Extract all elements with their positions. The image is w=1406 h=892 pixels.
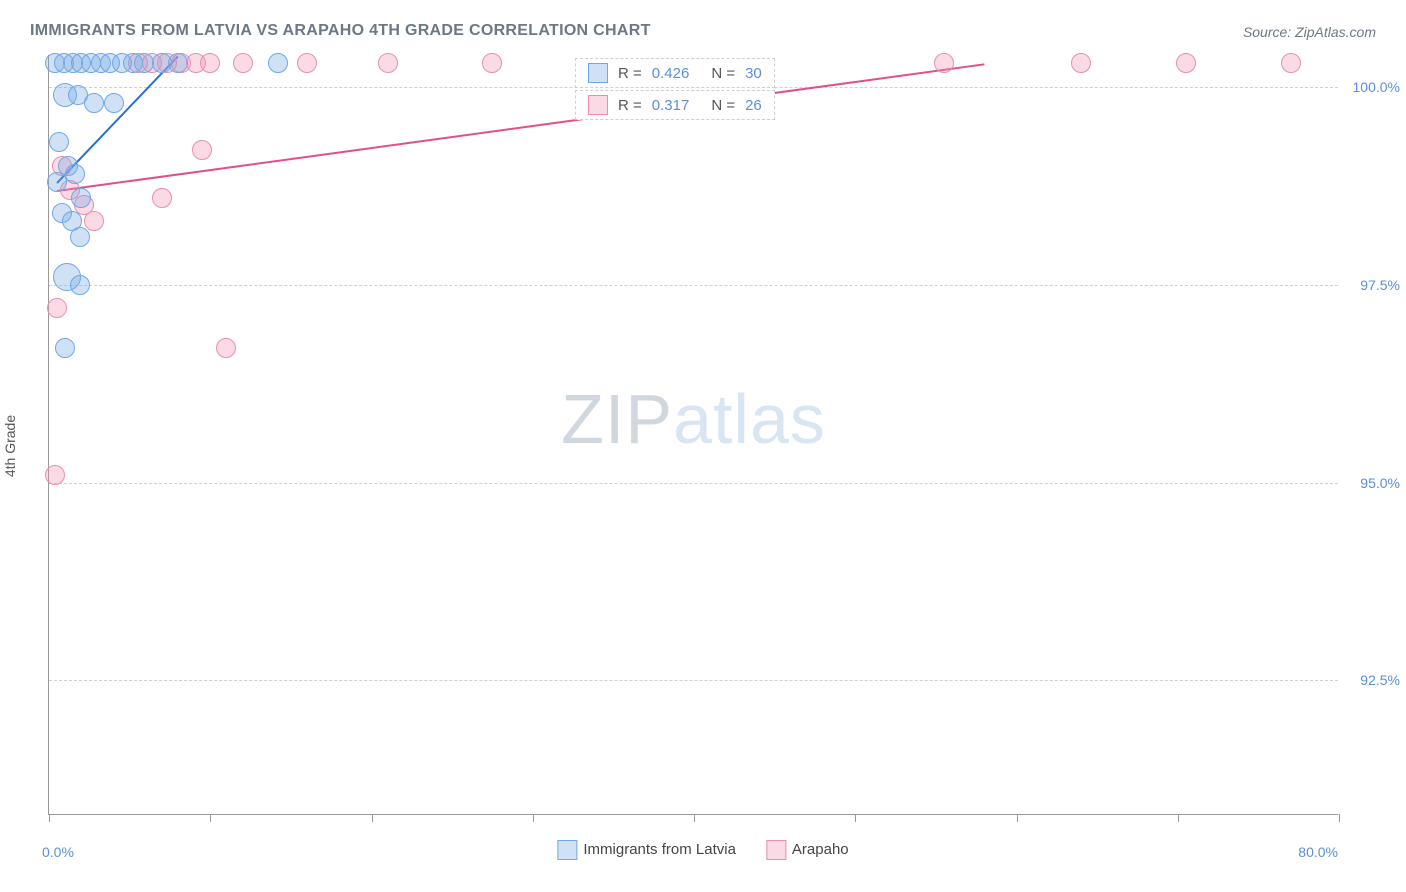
data-point-latvia [55, 338, 75, 358]
trendline [57, 63, 984, 192]
x-tick [1178, 814, 1179, 822]
swatch-arapaho-icon [766, 840, 786, 860]
x-axis-max-label: 80.0% [1298, 844, 1338, 860]
watermark-atlas: atlas [673, 380, 826, 458]
data-point-latvia [168, 53, 188, 73]
x-tick [372, 814, 373, 822]
x-tick [533, 814, 534, 822]
x-axis-min-label: 0.0% [42, 844, 74, 860]
gridline [49, 680, 1338, 681]
data-point-arapaho [934, 53, 954, 73]
data-point-latvia [47, 172, 67, 192]
y-tick-label: 97.5% [1360, 277, 1400, 293]
x-tick [1017, 814, 1018, 822]
n-label: N = [711, 97, 735, 114]
y-tick-label: 92.5% [1360, 672, 1400, 688]
gridline [49, 483, 1338, 484]
data-point-arapaho [378, 53, 398, 73]
chart-title: IMMIGRANTS FROM LATVIA VS ARAPAHO 4TH GR… [30, 22, 651, 40]
watermark-zip: ZIP [561, 380, 673, 458]
legend-item-latvia: Immigrants from Latvia [557, 840, 736, 860]
watermark: ZIPatlas [561, 379, 826, 459]
x-tick [49, 814, 50, 822]
y-tick-label: 100.0% [1353, 79, 1400, 95]
swatch-latvia-icon [557, 840, 577, 860]
legend-stats-latvia: R = 0.426 N = 30 [575, 58, 775, 88]
data-point-latvia [84, 93, 104, 113]
legend-item-arapaho: Arapaho [766, 840, 849, 860]
plot-area: ZIPatlas 100.0%97.5%95.0%92.5% [48, 55, 1338, 815]
legend-stats-arapaho: R = 0.317 N = 26 [575, 90, 775, 120]
data-point-arapaho [1176, 53, 1196, 73]
r-label: R = [618, 65, 642, 82]
data-point-arapaho [45, 465, 65, 485]
source-label: Source: ZipAtlas.com [1243, 24, 1376, 40]
legend-bottom: Immigrants from Latvia Arapaho [557, 840, 848, 860]
x-tick [210, 814, 211, 822]
gridline [49, 285, 1338, 286]
chart-container: IMMIGRANTS FROM LATVIA VS ARAPAHO 4TH GR… [0, 0, 1406, 892]
data-point-arapaho [152, 188, 172, 208]
data-point-latvia [71, 188, 91, 208]
data-point-arapaho [1071, 53, 1091, 73]
data-point-arapaho [47, 298, 67, 318]
source-prefix: Source: [1243, 24, 1295, 40]
x-tick [855, 814, 856, 822]
source-name: ZipAtlas.com [1295, 24, 1376, 40]
data-point-arapaho [233, 53, 253, 73]
legend-label-arapaho: Arapaho [792, 841, 849, 858]
x-tick [694, 814, 695, 822]
data-point-arapaho [200, 53, 220, 73]
r-value: 0.317 [652, 97, 690, 114]
r-value: 0.426 [652, 65, 690, 82]
r-label: R = [618, 97, 642, 114]
y-axis-label: 4th Grade [2, 415, 18, 477]
swatch-arapaho-icon [588, 95, 608, 115]
data-point-latvia [268, 53, 288, 73]
swatch-latvia-icon [588, 63, 608, 83]
n-value: 26 [745, 97, 762, 114]
data-point-arapaho [1281, 53, 1301, 73]
data-point-latvia [70, 227, 90, 247]
n-value: 30 [745, 65, 762, 82]
n-label: N = [711, 65, 735, 82]
legend-label-latvia: Immigrants from Latvia [583, 841, 736, 858]
data-point-latvia [65, 164, 85, 184]
x-tick [1339, 814, 1340, 822]
data-point-arapaho [192, 140, 212, 160]
y-tick-label: 95.0% [1360, 475, 1400, 491]
data-point-latvia [70, 275, 90, 295]
data-point-arapaho [216, 338, 236, 358]
data-point-latvia [104, 93, 124, 113]
data-point-arapaho [482, 53, 502, 73]
data-point-arapaho [84, 211, 104, 231]
data-point-arapaho [297, 53, 317, 73]
data-point-latvia [49, 132, 69, 152]
